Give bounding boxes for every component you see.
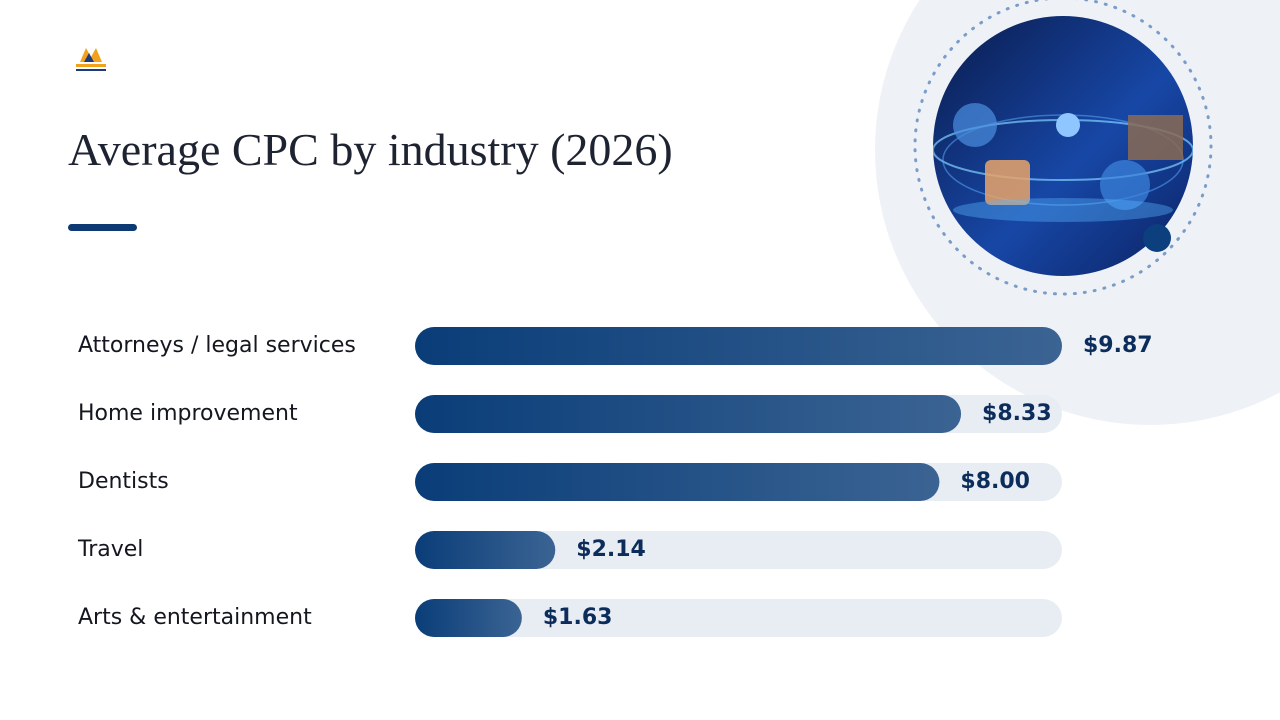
- value-label: $1.63: [543, 605, 613, 630]
- category-label: Arts & entertainment: [78, 605, 312, 630]
- logo: [76, 48, 106, 71]
- accent-dot: [1143, 224, 1171, 252]
- bar-track: [415, 531, 1062, 569]
- value-label: $2.14: [576, 537, 646, 562]
- chart-title: Average CPC by industry (2026): [68, 124, 673, 175]
- value-label: $8.00: [960, 469, 1030, 494]
- category-label: Attorneys / legal services: [78, 333, 356, 358]
- bar-track: [415, 599, 1062, 637]
- dotted-ring: [913, 0, 1213, 296]
- title-underline: [68, 224, 137, 231]
- value-label: $9.87: [1083, 333, 1153, 358]
- bar: [415, 327, 1062, 365]
- category-label: Travel: [77, 537, 143, 562]
- bar: [415, 463, 940, 501]
- category-label: Dentists: [78, 469, 169, 494]
- category-label: Home improvement: [78, 401, 298, 426]
- plot: Attorneys / legal services $9.87 Home impr…: [77, 327, 1153, 637]
- bar: [415, 531, 556, 569]
- bar: [415, 599, 522, 637]
- value-label: $8.33: [982, 401, 1052, 426]
- bar: [415, 395, 962, 433]
